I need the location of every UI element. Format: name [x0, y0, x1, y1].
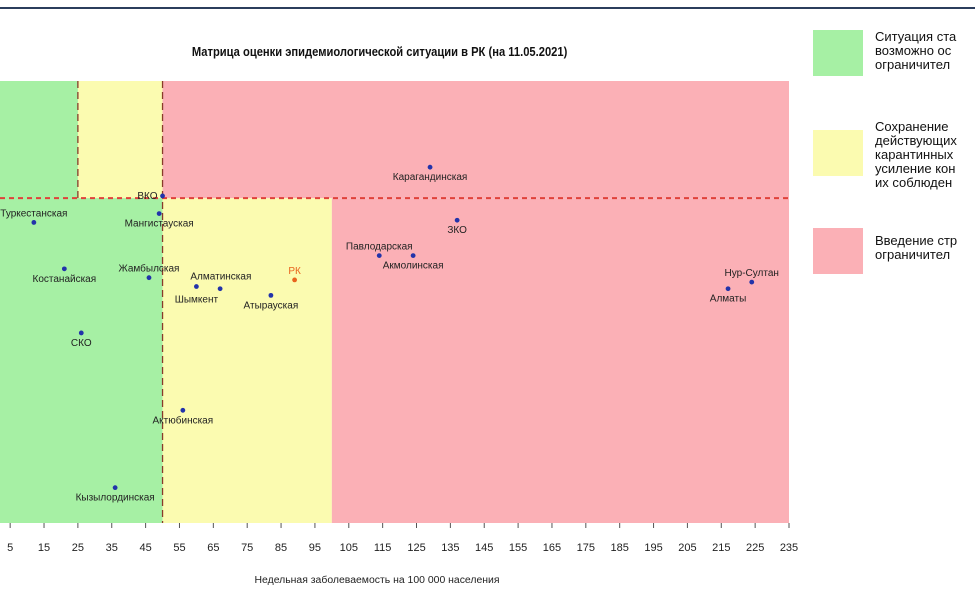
legend: Ситуация ста возможно ос ограничител Сох… — [813, 30, 975, 290]
x-tick-label-2: 25 — [72, 542, 84, 554]
point-label-9: Шымкент — [175, 295, 219, 306]
point-label-0: Туркестанская — [0, 208, 67, 219]
x-tick-label-11: 115 — [374, 542, 392, 554]
point-11 — [292, 277, 298, 283]
x-tick-label-16: 165 — [543, 542, 561, 554]
zone-2 — [162, 198, 332, 523]
x-tick-label-17: 175 — [577, 542, 595, 554]
x-tick-label-13: 135 — [441, 542, 459, 554]
legend-label-green: Ситуация ста возможно ос ограничител — [875, 30, 957, 72]
x-tick-label-7: 75 — [241, 542, 253, 554]
point-label-11: РК — [288, 266, 301, 277]
zone-4 — [162, 81, 789, 199]
point-label-15: ЗКО — [447, 225, 467, 236]
point-1 — [61, 266, 67, 272]
point-0 — [31, 220, 37, 225]
chart-title: Матрица оценки эпидемиологической ситуац… — [191, 44, 568, 59]
data-points: Туркестанская Костанайская СКО Кызылординск… — [0, 164, 779, 504]
x-tick-label-12: 125 — [407, 542, 425, 554]
top-border — [0, 0, 975, 9]
x-tick-label-6: 65 — [207, 542, 219, 554]
point-12 — [376, 253, 382, 258]
point-label-3: Кызылординская — [76, 493, 155, 504]
x-tick-label-3: 35 — [106, 542, 118, 554]
background-zones — [0, 81, 789, 523]
point-label-10: Атырауская — [244, 300, 299, 311]
point-15 — [454, 217, 460, 223]
point-7 — [180, 407, 186, 413]
x-tick-label-1: 15 — [38, 542, 50, 554]
legend-label-yellow: Сохранение действующих карантинных усиле… — [875, 119, 957, 190]
point-8 — [194, 284, 199, 289]
x-tick-label-14: 145 — [475, 542, 493, 554]
point-label-1: Костанайская — [33, 274, 97, 285]
legend-swatch-yellow — [813, 130, 863, 176]
point-label-16: Алматы — [710, 294, 747, 305]
point-label-4: Жамбылская — [118, 263, 179, 275]
x-tick-label-10: 105 — [340, 542, 358, 554]
point-2 — [78, 330, 84, 336]
x-axis-label: Недельная заболеваемость на 100 000 насе… — [255, 574, 500, 586]
x-tick-label-23: 235 — [780, 542, 798, 554]
point-17 — [749, 279, 755, 285]
x-axis: 5 15 25 35 45 55 65 75 85 95 105 115 125 135 145 155 165… — [7, 523, 798, 554]
point-13 — [410, 253, 416, 258]
point-label-6: ВКО — [137, 191, 157, 202]
zone-1 — [77, 81, 163, 199]
point-label-5: Мангистауская — [125, 219, 194, 230]
point-14 — [427, 164, 433, 170]
x-tick-label-20: 205 — [678, 542, 696, 554]
x-tick-label-18: 185 — [611, 542, 629, 554]
x-tick-label-15: 155 — [509, 542, 527, 554]
point-label-8: Алматинская — [190, 272, 251, 283]
x-tick-label-22: 225 — [746, 542, 764, 554]
point-label-12: Павлодарская — [346, 242, 413, 253]
legend-swatch-red — [813, 228, 863, 274]
x-tick-label-8: 85 — [275, 542, 287, 554]
point-label-17: Нур-Султан — [725, 268, 779, 279]
legend-label-red: Введение стр ограничител — [875, 233, 958, 262]
point-label-2: СКО — [71, 338, 92, 349]
point-16 — [725, 286, 731, 292]
point-9 — [217, 286, 223, 292]
legend-swatch-green — [813, 30, 863, 76]
point-10 — [268, 292, 274, 298]
point-6 — [160, 193, 165, 199]
zone-3 — [331, 198, 789, 523]
threshold-lines — [0, 81, 789, 523]
x-tick-label-4: 45 — [139, 542, 151, 554]
point-4 — [146, 275, 152, 281]
point-label-14: Карагандинская — [393, 172, 468, 183]
x-tick-label-9: 95 — [309, 542, 321, 554]
x-tick-label-21: 215 — [712, 542, 730, 554]
point-5 — [156, 211, 162, 217]
x-tick-label-5: 55 — [173, 542, 185, 554]
point-3 — [112, 485, 118, 491]
x-tick-label-19: 195 — [644, 542, 662, 554]
point-label-13: Акмолинская — [383, 261, 444, 272]
x-tick-label-0: 5 — [7, 542, 13, 554]
point-label-7: Актюбинская — [153, 414, 214, 426]
